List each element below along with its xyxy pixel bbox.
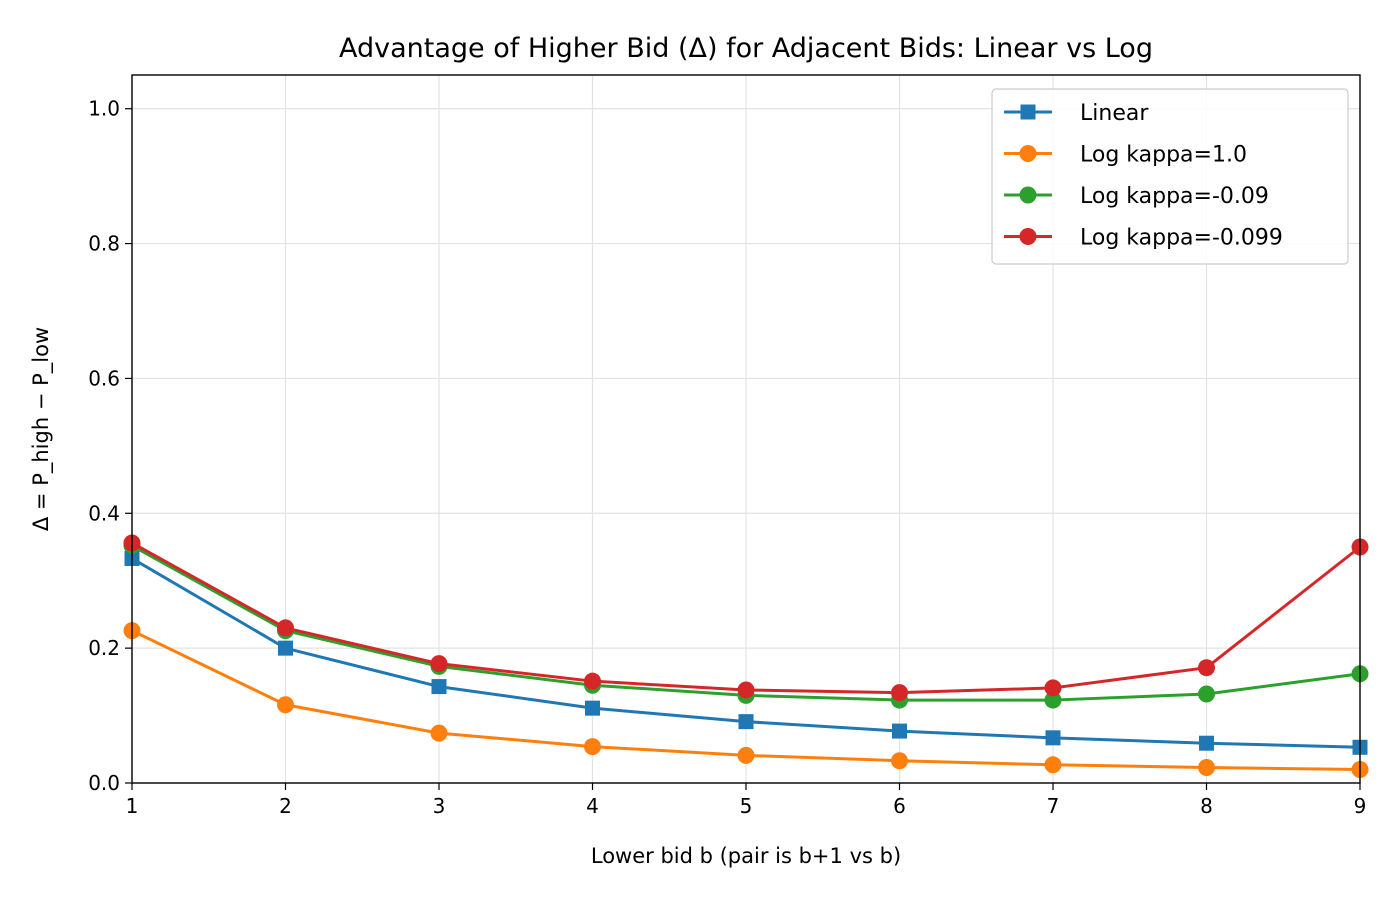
legend-label: Log kappa=1.0 [1080, 143, 1247, 168]
x-tick-label: 4 [586, 794, 599, 818]
data-point [430, 655, 448, 673]
legend-marker [1020, 104, 1036, 120]
legend-label: Log kappa=-0.09 [1080, 184, 1269, 209]
x-tick-label: 5 [740, 794, 753, 818]
data-point [430, 724, 448, 742]
x-axis-label: Lower bid b (pair is b+1 vs b) [591, 844, 901, 868]
series-1 [123, 622, 1369, 779]
x-tick-label: 6 [893, 794, 906, 818]
series-layer [123, 534, 1369, 779]
x-tick-label: 3 [433, 794, 446, 818]
y-axis-label: Δ = P_high − P_low [29, 327, 54, 531]
data-point [891, 752, 908, 770]
legend: Linear Log kappa=1.0 Log kappa=-0.09 Log ka… [991, 88, 1349, 265]
legend-box [991, 88, 1349, 265]
data-point [892, 723, 907, 739]
data-point [737, 681, 755, 699]
x-tick-label: 2 [279, 794, 292, 818]
data-point [1199, 735, 1214, 751]
x-tick-label: 8 [1200, 794, 1213, 818]
legend-label: Linear [1080, 101, 1149, 126]
legend-item: Log kappa=-0.099 [1004, 226, 1283, 251]
data-point [584, 738, 601, 756]
x-axis: 1 2 3 4 5 6 7 8 9 [126, 783, 1367, 818]
y-tick-label: 0.6 [88, 366, 120, 390]
legend-item: Linear [1004, 101, 1149, 126]
series-0 [124, 550, 1368, 755]
data-point [1044, 691, 1062, 709]
data-point [1198, 758, 1215, 776]
y-tick-label: 0.4 [88, 501, 120, 525]
y-tick-label: 0.0 [88, 771, 120, 795]
legend-marker [1019, 186, 1037, 204]
x-tick-label: 9 [1354, 794, 1367, 818]
legend-marker [1019, 228, 1037, 245]
y-tick-label: 0.2 [88, 636, 120, 660]
data-point [1044, 679, 1062, 697]
chart-title: Advantage of Higher Bid (Δ) for Adjacent… [339, 33, 1153, 64]
legend-marker [1019, 145, 1037, 162]
data-point [277, 696, 294, 714]
data-point [584, 672, 601, 690]
data-point [277, 619, 294, 637]
legend-item: Log kappa=1.0 [1004, 143, 1247, 168]
data-point [1045, 730, 1061, 746]
data-point [1198, 685, 1215, 703]
legend-label: Log kappa=-0.099 [1080, 226, 1283, 251]
data-point [1198, 659, 1215, 677]
legend-item: Log kappa=-0.09 [1004, 184, 1269, 209]
data-point [737, 746, 755, 764]
x-tick-label: 7 [1047, 794, 1060, 818]
data-point [738, 714, 754, 730]
data-point [278, 640, 293, 656]
data-point [585, 700, 600, 716]
y-tick-label: 0.8 [88, 232, 120, 256]
data-point [891, 684, 908, 702]
y-axis: 0.0 0.2 0.4 0.6 0.8 1.0 [88, 97, 132, 795]
data-point [1044, 756, 1062, 774]
data-point [431, 679, 447, 695]
y-tick-label: 1.0 [88, 97, 120, 121]
x-tick-label: 1 [126, 794, 139, 818]
